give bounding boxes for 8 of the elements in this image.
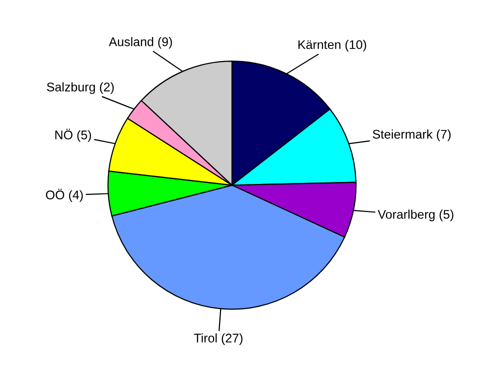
slice-label: NÖ (5) xyxy=(55,128,92,142)
slice-label: OÖ (4) xyxy=(46,188,83,202)
slice-label: Salzburg (2) xyxy=(46,82,114,94)
slice-label: Kärnten (10) xyxy=(298,40,366,52)
slice-label: Steiermark (7) xyxy=(372,130,451,142)
slice-label: Ausland (9) xyxy=(108,37,172,49)
slice-label: Vorarlberg (5) xyxy=(378,210,454,222)
slice-label: Tirol (27) xyxy=(194,333,242,345)
